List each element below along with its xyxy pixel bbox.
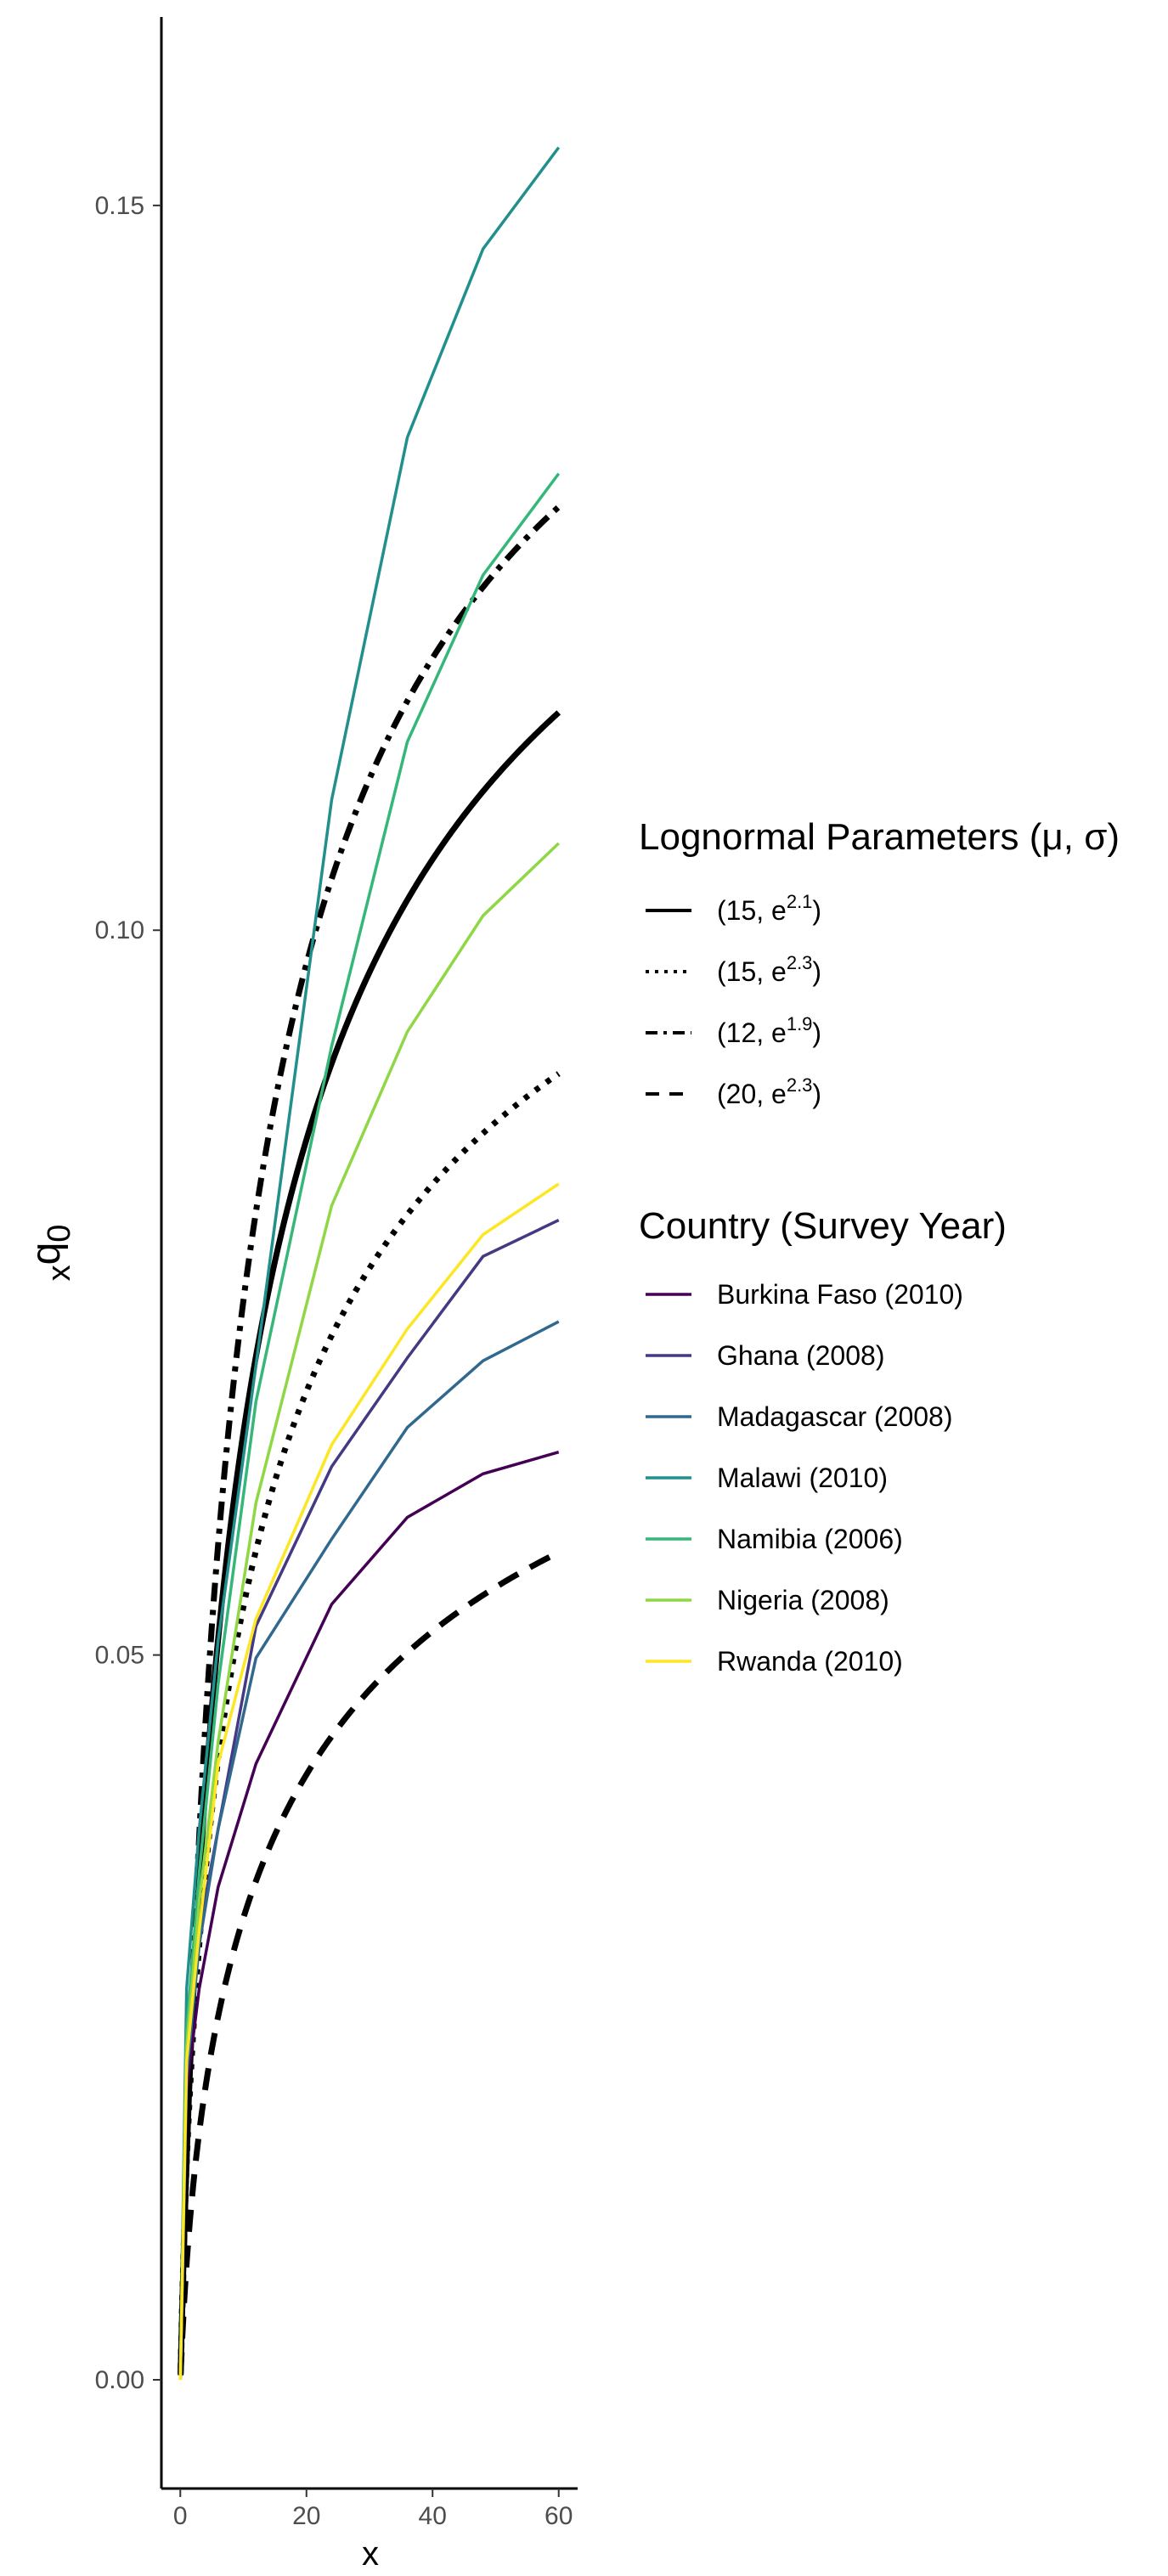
legend-country-label: Ghana (2008): [717, 1340, 884, 1371]
country-line-4: [178, 472, 561, 2381]
legend-lognormal-label: (12, e1.9): [717, 1013, 821, 1048]
y-tick-label: 0.10: [95, 916, 144, 944]
y-tick-label: 0.00: [95, 2366, 144, 2394]
legend-lognormal: Lognormal Parameters (μ, σ) (15, e2.1) (15…: [639, 816, 1120, 1109]
country-line-3: [178, 146, 561, 2381]
legend-lognormal-label: (20, e2.3): [717, 1074, 821, 1109]
country-line-1: [178, 1219, 560, 2381]
y-axis-title-subscript: 0: [42, 1225, 77, 1243]
y-tick-label: 0.15: [95, 192, 144, 220]
legend-country-title: Country (Survey Year): [639, 1205, 1007, 1247]
legend-country-label: Madagascar (2008): [717, 1401, 952, 1432]
lognormal-curve-dotdash: [178, 504, 561, 2376]
x-tick-label: 60: [545, 2502, 573, 2530]
legend-country-label: Rwanda (2010): [717, 1646, 903, 1677]
country-line-6: [178, 1182, 560, 2381]
x-tick-label: 20: [292, 2502, 320, 2530]
y-axis-title: xq0: [24, 1225, 77, 1282]
lognormal-curve-solid: [178, 710, 561, 2373]
x-axis-title: x: [362, 2535, 379, 2573]
svg-text:xq0: xq0: [24, 1225, 77, 1282]
plot-area: [178, 146, 561, 2381]
legend-country-label: Burkina Faso (2010): [717, 1279, 963, 1310]
x-tick-label: 0: [173, 2502, 188, 2530]
y-tick-label: 0.05: [95, 1642, 144, 1670]
lognormal-curve-dotted: [178, 1071, 561, 2369]
y-axis-title-main: q: [24, 1243, 69, 1265]
x-axis: 0 20 40 60: [161, 2487, 578, 2530]
legend-country-label: Namibia (2006): [717, 1524, 903, 1554]
y-axis-title-prefix: x: [42, 1265, 77, 1281]
y-axis: 0.00 0.05 0.10 0.15: [95, 17, 163, 2489]
legend-lognormal-label: (15, e2.1): [717, 891, 821, 926]
country-line-5: [178, 842, 560, 2381]
x-tick-label: 40: [419, 2502, 447, 2530]
legend-lognormal-label: (15, e2.3): [717, 952, 821, 987]
legend-lognormal-title: Lognormal Parameters (μ, σ): [639, 816, 1120, 858]
country-line-0: [178, 1450, 560, 2381]
legend-country: Country (Survey Year) Burkina Faso (2010)…: [639, 1205, 1007, 1677]
legend-country-label: Malawi (2010): [717, 1463, 888, 1493]
legend-country-label: Nigeria (2008): [717, 1585, 889, 1615]
lognormal-curve-dashed: [178, 1549, 561, 2375]
